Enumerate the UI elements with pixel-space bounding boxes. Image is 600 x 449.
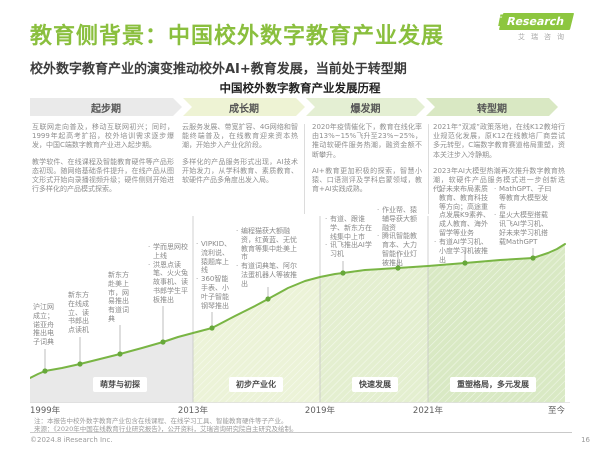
- phase-label-kuaisu: 快速发展: [352, 377, 398, 392]
- logo-chinese-name: 艾瑞咨询: [518, 33, 570, 41]
- stage-chevron-chengzhang: 成长期: [183, 98, 305, 116]
- annotation-text: 有道AI学习机、小度学习机被推出: [434, 238, 492, 264]
- paragraph: 互联网走向普及，移动互联网初兴；同时，1999年起高考扩招，校外培训需求逐步爆发…: [32, 123, 174, 150]
- stage-chevron-qibu: 起步期: [30, 98, 182, 116]
- year-label-now: 至今: [548, 406, 566, 416]
- phase-label-chubu: 初步产业化: [229, 377, 283, 392]
- page-number: 16: [581, 436, 590, 444]
- copyright: ©2024.8 iResearch Inc.: [30, 436, 113, 444]
- column-divider: [428, 124, 429, 214]
- stage-label: 转型期: [477, 103, 507, 115]
- annotation-hujiang: 沪江网成立；诺亚舟推出电子词典: [33, 303, 57, 347]
- annotation-stems: [44, 248, 534, 371]
- year-label-2019: 2019年: [304, 406, 336, 416]
- annotation-text: 编程猫获大额融资，红黄蓝、无忧教育等集中赴美上市: [236, 227, 302, 262]
- annotation-text: 学而思网校上线: [148, 243, 190, 261]
- stage-chevron-baofa: 爆发期: [306, 98, 425, 116]
- logo-i-mark: i: [497, 12, 503, 30]
- paragraph: 多样化的产品服务形式出现，AI技术开始发力，从学科教育、素质教育、软硬件产品多角…: [182, 157, 298, 185]
- annotation-text: 360智能手表、小叶子智能钢琴推出: [196, 275, 230, 310]
- section-dividers: [192, 216, 429, 402]
- paragraph: 云服务发展、带宽扩容、4G网络和智能终端普及，在线教育迎来资本热潮，开始步入产业…: [182, 123, 298, 150]
- annotation-text: MathGPT、子曰等教育大模型发布: [494, 185, 552, 211]
- stage-chevron-zhuanxing: 转型期: [426, 98, 558, 116]
- footnote: 注：本报告中校外数字教育产业包含在线课程、在线学习工具、智能教育硬件等子产业。: [34, 417, 288, 425]
- year-label-1999: 1999年: [30, 406, 61, 416]
- paragraph: AI+教育更加积极的探索，智慧小猿、口语测评及学科启蒙领域，教育+AI实践成熟。: [312, 166, 422, 194]
- phase-label-mengya: 萌芽与初探: [93, 377, 147, 392]
- annotation-xdf-ipo: 新东方赴美上市，网易推出有道词典: [108, 271, 132, 324]
- annotation-text: 沪江网成立；诺亚舟推出电子词典: [33, 303, 54, 347]
- source-note: 来源：《2020年中国在线教育行业研究报告》，公开资料，艾瑞咨询研究院自主研究及…: [34, 425, 298, 433]
- annotation-mathgpt: MathGPT、子曰等教育大模型发布 星火大模型搭载讯飞AI学习机、好未来学习机…: [494, 185, 552, 247]
- annotation-text: 好未来布局素质教育、教育科技等方向；高途重点发展K9素养、成人教育、海外留学等业…: [434, 185, 492, 238]
- annotation-xueersi: 学而思网校上线 洪恩点读笔、火火兔故事机、读书郎学生平板推出: [148, 243, 190, 305]
- annotation-text: 星火大模型搭载讯飞AI学习机、好未来学习机搭载MathGPT: [494, 211, 552, 246]
- paragraph: 2020年疫情催化下，教育在线化率由13%~15%飞升至23%~25%，推动软硬…: [312, 123, 422, 159]
- slide-subtitle: 校外数字教育产业的演变推动校外AI+教育发展，当前处于转型期: [30, 62, 407, 77]
- curve-dots: [42, 255, 536, 374]
- annotation-text: 有道词典笔、阿尔法蛋机器人等被推出: [236, 262, 302, 288]
- annotation-text: 有道、跟谁学、新东方在线集中上市: [325, 215, 375, 241]
- paragraph: 教学软件、在线课程及智能教育硬件等产品形态初现。随网络基础条件提升，在线产品从图…: [32, 157, 174, 194]
- timeline-curve-chart: [30, 216, 570, 403]
- stage-description-qibu: 互联网走向普及，移动互联网初兴；同时，1999年起高考扩招，校外培训需求逐步爆发…: [32, 123, 174, 202]
- annotation-text: 新东方赴美上市，网易推出有道词典: [108, 271, 129, 324]
- annotation-youdao-ipo: 有道、跟谁学、新东方在线集中上市 讯飞推出AI学习机: [325, 215, 375, 259]
- annotation-text: 腾讯智能教育本、大力智能作业灯被推出: [377, 232, 423, 267]
- annotation-text: 作业帮、猿辅导获大额融资: [377, 206, 423, 232]
- annotation-tal-gaotu: 好未来布局素质教育、教育科技等方向；高途重点发展K9素养、成人教育、海外留学等业…: [434, 185, 492, 264]
- phase-label-chongsu: 重塑格局，多元发展: [450, 377, 536, 392]
- year-label-2013: 2013年: [177, 406, 209, 416]
- page-title: 教育侧背景：中国校外数字教育产业发展: [30, 24, 445, 49]
- annotation-text: VIPKID、流利说、猿题库上线: [196, 240, 231, 275]
- stage-description-chengzhang: 云服务发展、带宽扩容、4G网络和智能终端普及，在线教育迎来资本热潮，开始步入产业…: [182, 123, 298, 192]
- annotation-text: 新东方在线成立、读书郎出点读机: [68, 291, 89, 335]
- annotation-text: 洪恩点读笔、火火兔故事机、读书郎学生平板推出: [148, 261, 190, 305]
- logo-wordmark: Research: [498, 13, 575, 30]
- annotation-xdf-online: 新东方在线成立、读书郎出点读机: [68, 291, 92, 335]
- annotation-vipkid: VIPKID、流利说、猿题库上线 360智能手表、小叶子智能钢琴推出: [196, 240, 231, 311]
- stage-description-baofa: 2020年疫情催化下，教育在线化率由13%~15%飞升至23%~25%，推动软硬…: [312, 123, 422, 202]
- footer-rule: [30, 432, 572, 433]
- area-fill-sections: [30, 244, 565, 403]
- column-divider: [304, 124, 305, 214]
- chart-title: 中国校外数字教育产业发展历程: [219, 81, 381, 95]
- year-label-2021: 2021年: [412, 406, 444, 416]
- annotation-text: 讯飞推出AI学习机: [325, 241, 375, 259]
- paragraph: 2021年“双减”政策落地，在线K12教培行业规范化发展，原K12在线教培厂商尝…: [433, 123, 565, 159]
- stage-label: 爆发期: [350, 103, 381, 115]
- iresearch-logo: i Research 艾瑞咨询: [497, 12, 575, 42]
- stage-label: 起步期: [91, 103, 121, 115]
- annotation-zuoyebang: 作业帮、猿辅导获大额融资 腾讯智能教育本、大力智能作业灯被推出: [377, 206, 423, 268]
- annotation-codemao: 编程猫获大额融资，红黄蓝、无忧教育等集中赴美上市 有道词典笔、阿尔法蛋机器人等被…: [236, 227, 302, 289]
- stage-label: 成长期: [229, 103, 259, 115]
